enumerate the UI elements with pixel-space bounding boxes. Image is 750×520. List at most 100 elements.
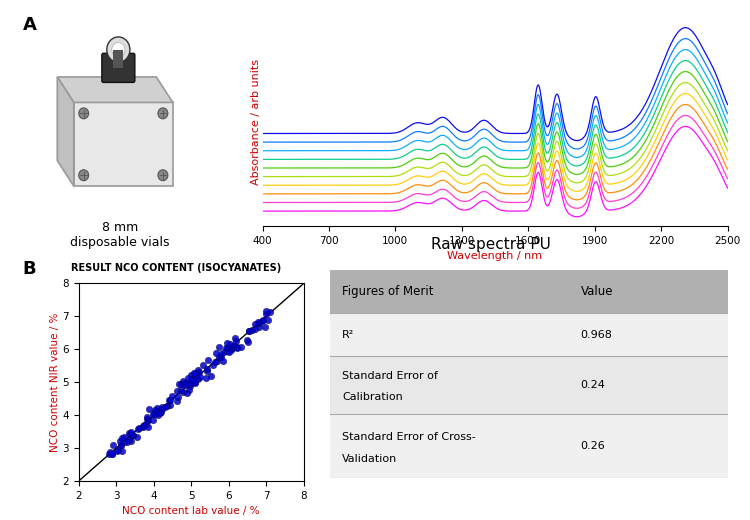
- Point: [190, 371, 202, 380]
- Point: [262, 316, 274, 324]
- Point: [224, 340, 236, 348]
- Point: [116, 441, 128, 449]
- Text: 0.26: 0.26: [580, 441, 605, 451]
- Point: [246, 326, 258, 334]
- Point: [112, 446, 124, 454]
- Point: [213, 342, 225, 350]
- Point: [125, 437, 137, 445]
- Circle shape: [112, 42, 125, 57]
- Point: [161, 401, 173, 410]
- Text: A: A: [22, 16, 36, 34]
- Point: [106, 450, 118, 458]
- Point: [160, 403, 172, 411]
- Point: [104, 447, 116, 456]
- Point: [210, 349, 222, 357]
- Point: [213, 353, 225, 361]
- Point: [154, 408, 166, 416]
- Circle shape: [79, 170, 88, 180]
- Point: [229, 334, 241, 342]
- Text: 8 mm
disposable vials: 8 mm disposable vials: [70, 221, 170, 249]
- Point: [180, 379, 192, 387]
- Point: [253, 323, 265, 332]
- Point: [185, 370, 197, 379]
- Point: [179, 381, 191, 389]
- Point: [205, 372, 217, 380]
- Text: Standard Error of: Standard Error of: [342, 371, 438, 382]
- Circle shape: [79, 108, 88, 119]
- Point: [220, 344, 232, 352]
- Point: [227, 343, 239, 351]
- Point: [253, 319, 265, 327]
- Point: [248, 320, 260, 328]
- Point: [217, 357, 229, 365]
- Point: [226, 342, 238, 350]
- Point: [221, 344, 233, 352]
- Point: [181, 388, 193, 397]
- FancyBboxPatch shape: [102, 53, 135, 82]
- Point: [133, 424, 145, 433]
- X-axis label: Wavelength / nm: Wavelength / nm: [448, 252, 542, 262]
- Point: [130, 433, 142, 441]
- Point: [257, 316, 269, 324]
- Point: [264, 308, 276, 317]
- Point: [225, 346, 237, 354]
- Point: [172, 393, 184, 401]
- Point: [118, 437, 130, 446]
- Point: [188, 369, 200, 377]
- Point: [111, 447, 123, 455]
- Point: [155, 405, 167, 413]
- Point: [225, 345, 237, 354]
- Point: [156, 405, 168, 413]
- Point: [215, 350, 227, 358]
- Point: [224, 348, 236, 356]
- Point: [242, 338, 254, 346]
- Circle shape: [106, 37, 130, 62]
- Bar: [330, 414, 728, 478]
- Point: [256, 317, 268, 326]
- Point: [260, 307, 272, 316]
- Point: [182, 374, 194, 383]
- Point: [106, 449, 118, 458]
- Point: [126, 431, 138, 439]
- Point: [142, 415, 154, 424]
- Text: Validation: Validation: [342, 454, 398, 464]
- Bar: [330, 270, 728, 313]
- Text: Value: Value: [580, 285, 613, 298]
- Point: [103, 450, 115, 458]
- Text: Standard Error of Cross-: Standard Error of Cross-: [342, 432, 476, 441]
- Point: [149, 406, 161, 414]
- Point: [148, 410, 160, 418]
- Point: [125, 428, 137, 436]
- Point: [136, 422, 148, 431]
- Point: [189, 379, 201, 387]
- Point: [178, 376, 190, 385]
- Point: [154, 408, 166, 416]
- Point: [150, 407, 162, 415]
- Point: [188, 378, 200, 386]
- Point: [209, 358, 221, 366]
- Circle shape: [158, 170, 168, 180]
- Point: [217, 348, 229, 356]
- Point: [138, 421, 150, 429]
- Point: [182, 380, 194, 388]
- Point: [124, 430, 136, 438]
- Text: 0.24: 0.24: [580, 380, 605, 390]
- Point: [173, 380, 185, 388]
- Point: [124, 432, 136, 440]
- Bar: [330, 356, 728, 414]
- Point: [184, 382, 196, 390]
- Point: [241, 336, 253, 345]
- Point: [197, 360, 209, 369]
- Point: [163, 396, 175, 404]
- Polygon shape: [57, 77, 172, 102]
- Point: [116, 434, 128, 442]
- Point: [189, 372, 201, 381]
- Polygon shape: [74, 102, 172, 186]
- Point: [189, 378, 201, 386]
- Point: [136, 422, 148, 431]
- Point: [140, 419, 152, 427]
- Point: [186, 375, 198, 384]
- Y-axis label: Absorbance / arb units: Absorbance / arb units: [251, 59, 261, 185]
- Point: [141, 414, 153, 423]
- Point: [236, 343, 248, 351]
